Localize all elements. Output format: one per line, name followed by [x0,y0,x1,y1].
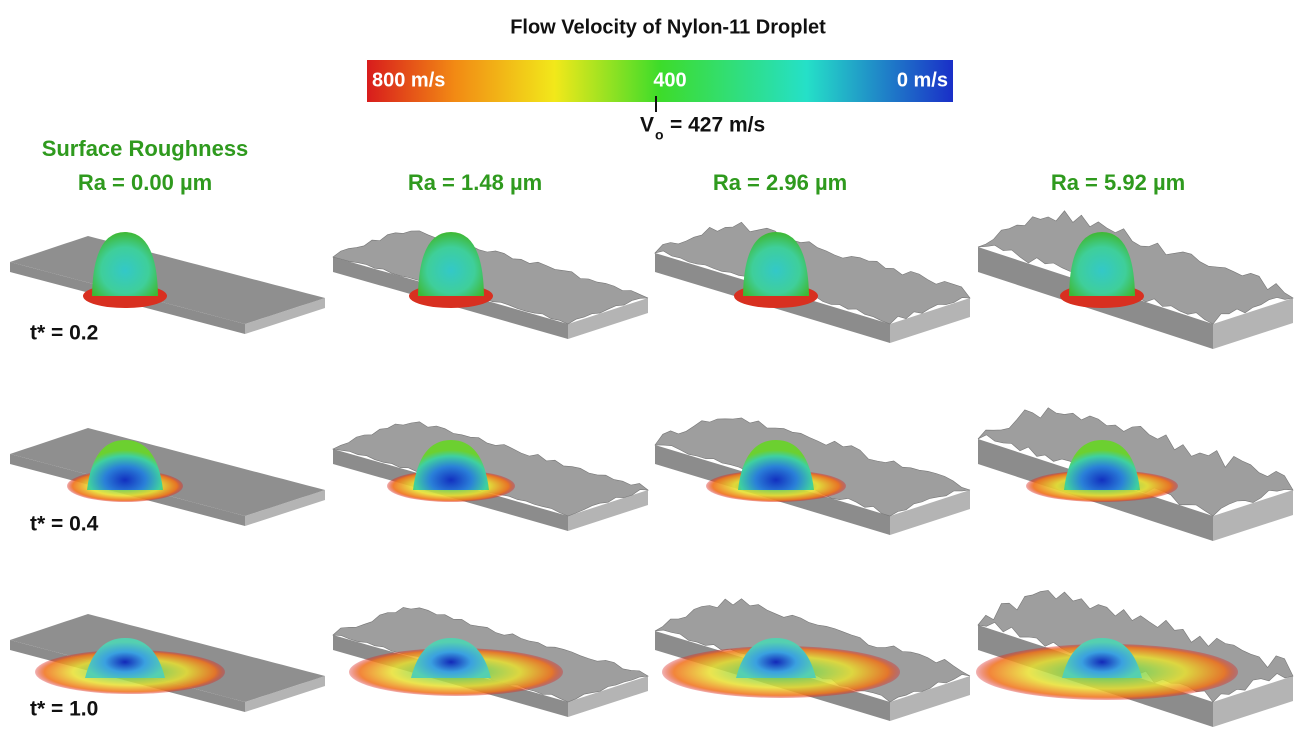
simulation-panels [10,211,1293,727]
row-label: t* = 0.4 [30,513,99,536]
colorbar-right-label: 0 m/s [897,69,948,91]
figure-title: Flow Velocity of Nylon-11 Droplet [510,16,826,38]
figure: Flow Velocity of Nylon-11 Droplet 800 m/… [0,0,1294,740]
velocity-subscript: o [655,127,664,143]
row-label: t* = 0.2 [30,322,98,345]
column-label: Ra = 1.48 µm [408,170,542,195]
column-heading: Surface Roughness [42,136,249,161]
column-label: Ra = 0.00 µm [78,170,212,195]
velocity-symbol: V [640,114,654,137]
column-label: Ra = 2.96 µm [713,170,847,195]
row-label: t* = 1.0 [30,698,98,721]
colorbar-left-label: 800 m/s [372,69,445,91]
colorbar-middle-label: 400 [653,69,686,91]
velocity-text: = 427 m/s [670,114,765,137]
column-label: Ra = 5.92 µm [1051,170,1185,195]
